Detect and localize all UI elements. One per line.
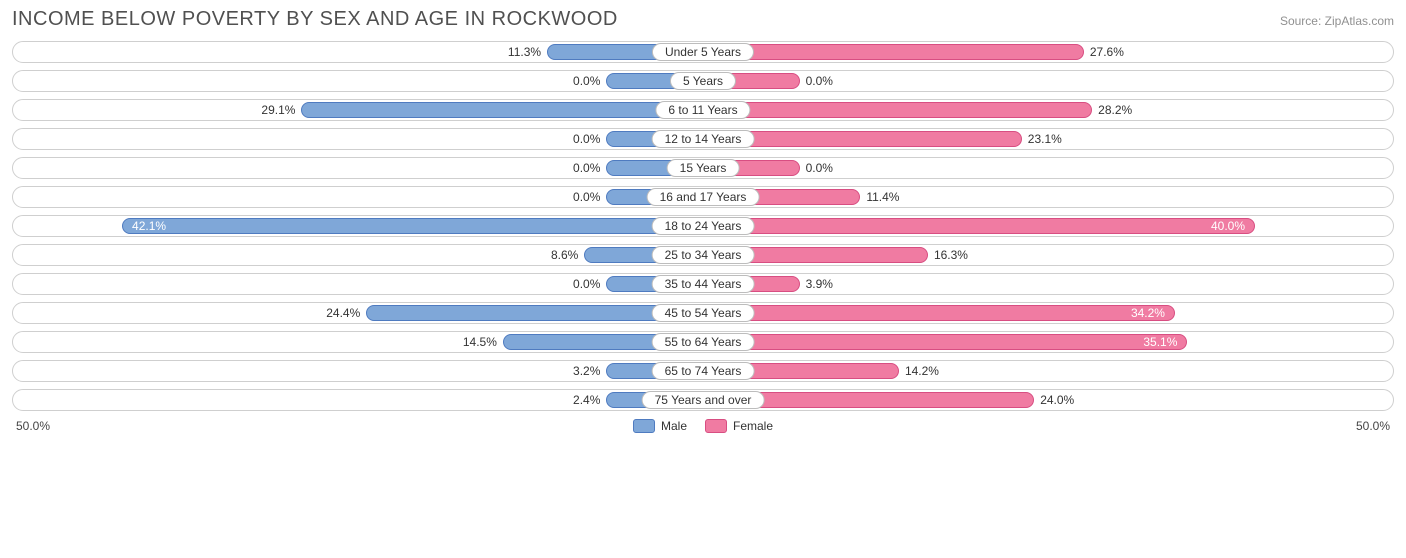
chart-row: 29.1% 28.2% 6 to 11 Years	[12, 99, 1394, 121]
chart-row: 24.4% 34.2% 45 to 54 Years	[12, 302, 1394, 324]
category-label: 15 Years	[667, 159, 740, 177]
chart-row: 42.1% 40.0% 18 to 24 Years	[12, 215, 1394, 237]
chart-rows: 11.3% 27.6% Under 5 Years 0.0% 0.0% 5 Years 29…	[12, 41, 1394, 411]
swatch-female	[705, 419, 727, 433]
chart-row: 14.5% 35.1% 55 to 64 Years	[12, 331, 1394, 353]
value-female: 27.6%	[1090, 45, 1124, 59]
category-label: 35 to 44 Years	[652, 275, 755, 293]
value-male: 42.1%	[132, 219, 166, 233]
bar-female	[703, 218, 1255, 234]
swatch-male	[633, 419, 655, 433]
category-label: 12 to 14 Years	[652, 130, 755, 148]
chart-row: 0.0% 23.1% 12 to 14 Years	[12, 128, 1394, 150]
chart-row: 0.0% 0.0% 15 Years	[12, 157, 1394, 179]
chart-row: 0.0% 3.9% 35 to 44 Years	[12, 273, 1394, 295]
legend-female-label: Female	[733, 419, 773, 433]
value-male: 0.0%	[573, 74, 600, 88]
value-female: 24.0%	[1040, 393, 1074, 407]
category-label: 75 Years and over	[642, 391, 765, 409]
value-female: 23.1%	[1028, 132, 1062, 146]
value-female: 34.2%	[1131, 306, 1165, 320]
category-label: 5 Years	[670, 72, 736, 90]
legend-female: Female	[705, 419, 773, 433]
value-male: 3.2%	[573, 364, 600, 378]
value-female: 3.9%	[806, 277, 833, 291]
category-label: 25 to 34 Years	[652, 246, 755, 264]
category-label: 16 and 17 Years	[647, 188, 760, 206]
legend: Male Female	[633, 419, 773, 433]
chart-header: INCOME BELOW POVERTY BY SEX AND AGE IN R…	[12, 8, 1394, 31]
value-male: 29.1%	[261, 103, 295, 117]
value-male: 11.3%	[508, 45, 541, 59]
value-female: 0.0%	[806, 74, 833, 88]
bar-female	[703, 334, 1187, 350]
chart-row: 3.2% 14.2% 65 to 74 Years	[12, 360, 1394, 382]
bar-male	[122, 218, 703, 234]
value-male: 0.0%	[573, 132, 600, 146]
chart-row: 2.4% 24.0% 75 Years and over	[12, 389, 1394, 411]
category-label: 45 to 54 Years	[652, 304, 755, 322]
value-female: 0.0%	[806, 161, 833, 175]
value-male: 8.6%	[551, 248, 578, 262]
value-female: 40.0%	[1211, 219, 1245, 233]
value-female: 16.3%	[934, 248, 968, 262]
value-male: 2.4%	[573, 393, 600, 407]
bar-female	[703, 305, 1175, 321]
category-label: Under 5 Years	[652, 43, 754, 61]
value-male: 14.5%	[463, 335, 497, 349]
chart-row: 0.0% 11.4% 16 and 17 Years	[12, 186, 1394, 208]
axis-left-label: 50.0%	[16, 419, 50, 433]
chart-title: INCOME BELOW POVERTY BY SEX AND AGE IN R…	[12, 8, 618, 31]
category-label: 65 to 74 Years	[652, 362, 755, 380]
bar-female	[703, 44, 1084, 60]
chart-row: 11.3% 27.6% Under 5 Years	[12, 41, 1394, 63]
value-female: 14.2%	[905, 364, 939, 378]
chart-axis: 50.0% Male Female 50.0%	[12, 419, 1394, 433]
category-label: 18 to 24 Years	[652, 217, 755, 235]
chart-row: 8.6% 16.3% 25 to 34 Years	[12, 244, 1394, 266]
chart-source: Source: ZipAtlas.com	[1280, 14, 1394, 28]
axis-right-label: 50.0%	[1356, 419, 1390, 433]
category-label: 6 to 11 Years	[655, 101, 750, 119]
value-male: 24.4%	[326, 306, 360, 320]
value-male: 0.0%	[573, 190, 600, 204]
chart-row: 0.0% 0.0% 5 Years	[12, 70, 1394, 92]
value-male: 0.0%	[573, 161, 600, 175]
poverty-chart: INCOME BELOW POVERTY BY SEX AND AGE IN R…	[0, 0, 1406, 445]
legend-male: Male	[633, 419, 687, 433]
value-female: 35.1%	[1143, 335, 1177, 349]
value-male: 0.0%	[573, 277, 600, 291]
bar-female	[703, 102, 1092, 118]
bar-male	[301, 102, 703, 118]
legend-male-label: Male	[661, 419, 687, 433]
category-label: 55 to 64 Years	[652, 333, 755, 351]
value-female: 28.2%	[1098, 103, 1132, 117]
value-female: 11.4%	[866, 190, 899, 204]
